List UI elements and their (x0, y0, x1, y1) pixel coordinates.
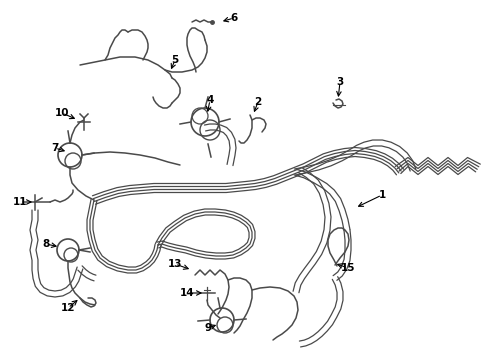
Text: 13: 13 (168, 259, 182, 269)
Text: 1: 1 (378, 190, 386, 200)
Text: 2: 2 (254, 97, 262, 107)
Text: 4: 4 (206, 95, 214, 105)
Text: 14: 14 (180, 288, 195, 298)
Text: 8: 8 (42, 239, 49, 249)
Text: 3: 3 (336, 77, 343, 87)
Text: 9: 9 (204, 323, 212, 333)
Text: 10: 10 (55, 108, 69, 118)
Text: 11: 11 (13, 197, 27, 207)
Text: 15: 15 (341, 263, 355, 273)
Text: 6: 6 (230, 13, 238, 23)
Text: 7: 7 (51, 143, 59, 153)
Text: 12: 12 (61, 303, 75, 313)
Text: 5: 5 (172, 55, 179, 65)
